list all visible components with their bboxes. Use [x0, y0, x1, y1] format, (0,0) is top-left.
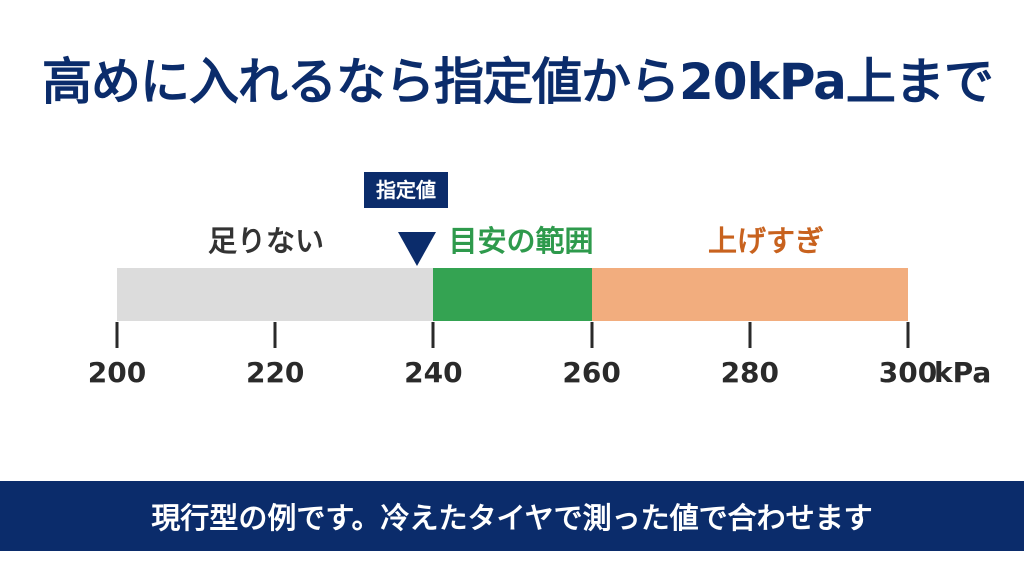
zone-label-insufficient: 足りない	[207, 224, 325, 258]
pressure-gauge-bar	[116, 268, 908, 321]
axis-tick	[590, 322, 594, 348]
zone-segment-recommended	[433, 268, 592, 321]
axis-tick-label: 220	[245, 356, 305, 389]
zone-segment-too-high	[591, 268, 908, 321]
zone-segment-insufficient	[117, 268, 434, 321]
axis-tick	[748, 322, 752, 348]
axis-tick-label: 260	[562, 356, 621, 389]
axis-tick	[431, 322, 435, 348]
page-title: 高めに入れるなら指定値から20kPa上まで	[42, 53, 994, 111]
axis-tick-label: 240	[404, 356, 463, 389]
axis-tick	[115, 322, 119, 348]
target-marker-arrow-icon	[398, 232, 436, 266]
axis-tick-label: 200	[87, 356, 147, 389]
axis-tick-label: 300	[878, 356, 938, 389]
axis-tick-label: 280	[720, 356, 780, 389]
zone-label-too-high: 上げすぎ	[707, 224, 825, 258]
target-value-tag: 指定値	[364, 172, 448, 208]
axis-tick	[273, 322, 277, 348]
axis-tick	[906, 322, 910, 348]
zone-label-recommended: 目安の範囲	[448, 224, 594, 258]
footer-note: 現行型の例です。冷えたタイヤで測った値で合わせます	[0, 481, 1024, 551]
axis-unit-label: kPa	[934, 356, 992, 389]
